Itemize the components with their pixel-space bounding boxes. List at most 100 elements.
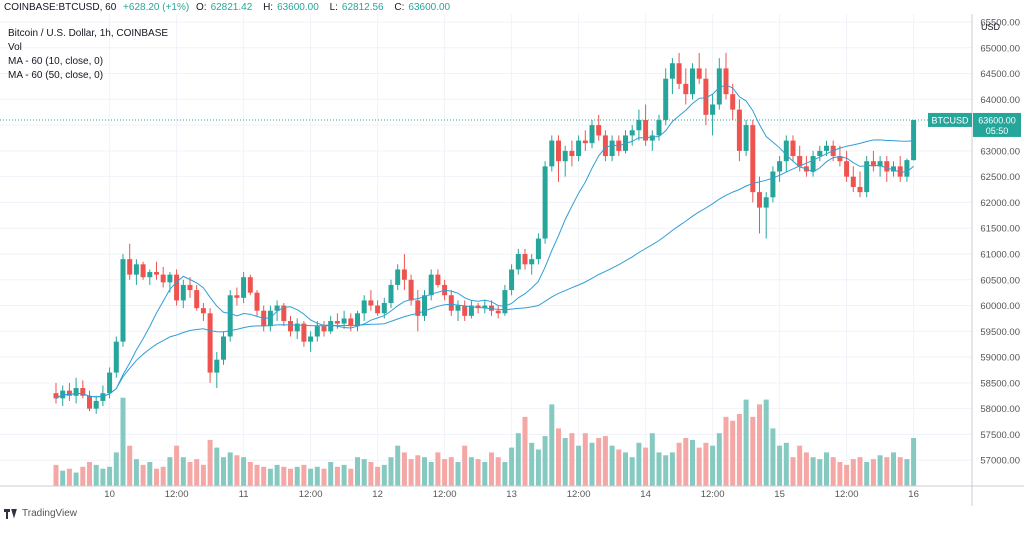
open-label: O: 62821.42	[196, 2, 253, 13]
candle-body	[515, 254, 521, 270]
candle-body	[489, 305, 494, 311]
volume-bar	[100, 468, 106, 486]
axes: 57000.00 57500.00 58000.00 58500.00 59000.00…	[0, 14, 1024, 506]
x-tick-label: 12:00	[701, 489, 725, 500]
volume-bar	[66, 468, 72, 486]
volume-bar	[716, 433, 722, 486]
volume-bar	[468, 457, 474, 486]
candle-body	[288, 321, 293, 332]
volume-bar	[569, 433, 575, 486]
volume-bar	[542, 436, 548, 486]
volume-bar	[891, 452, 896, 486]
candle-body	[120, 259, 126, 342]
volume-bar	[562, 438, 568, 486]
volume-bar	[897, 457, 903, 486]
x-tick-label: 13	[506, 489, 517, 500]
candle-body	[629, 130, 635, 136]
candle-body	[241, 277, 247, 298]
change-value: +628.20 (+1%)	[123, 2, 190, 13]
volume-bar	[53, 464, 59, 486]
volume-bar	[877, 455, 883, 486]
currency-label: USD	[981, 22, 1001, 32]
volume-bar	[643, 447, 649, 486]
candle-body	[53, 393, 59, 399]
candle-body	[649, 135, 655, 141]
candle-body	[321, 326, 327, 332]
volume-bar	[783, 442, 789, 486]
candle-body	[770, 171, 776, 198]
candle-body	[783, 140, 789, 162]
candle-body	[716, 68, 722, 105]
high-label: H: 63600.00	[263, 2, 319, 13]
volume-bar	[267, 468, 273, 486]
candle-body	[468, 305, 474, 316]
volume-bar	[582, 433, 588, 486]
volume-bar	[830, 457, 836, 486]
volume-bar	[281, 466, 287, 486]
volume-bar	[770, 428, 776, 486]
y-tick-label: 63000.00	[980, 146, 1020, 157]
volume-bar	[824, 452, 829, 486]
volume-bar	[690, 439, 695, 486]
volume-bar	[274, 464, 280, 486]
legend-ma-10[interactable]: MA - 60 (10, close, 0)	[8, 56, 104, 67]
x-tick-label: 14	[640, 489, 651, 500]
y-tick-label: 62000.00	[980, 198, 1020, 209]
candle-body	[93, 400, 99, 409]
candle-body	[797, 156, 803, 167]
candle-body	[810, 156, 816, 172]
volume-bar	[676, 442, 682, 486]
volume-bar	[482, 462, 488, 486]
symbol-tag-label: BTCUSD	[931, 115, 969, 125]
candle-body	[602, 135, 608, 157]
volume-bar	[596, 438, 602, 486]
candle-body	[569, 150, 575, 157]
volume-bar	[334, 466, 340, 486]
y-tick-label: 58500.00	[980, 378, 1020, 389]
volume-bar	[649, 433, 655, 486]
volume-bar	[93, 464, 99, 486]
candle-body	[509, 269, 515, 291]
y-tick-label: 61500.00	[980, 224, 1020, 235]
candle-body	[408, 279, 414, 301]
legend-ma-50[interactable]: MA - 60 (50, close, 0)	[8, 70, 104, 81]
candle-body	[837, 156, 843, 162]
ma-10-line	[55, 84, 914, 399]
legend-volume[interactable]: Vol	[8, 42, 22, 53]
candle-body	[703, 78, 709, 115]
x-tick-label: 12:00	[835, 489, 859, 500]
candle-body	[368, 300, 374, 306]
candle-body	[267, 310, 273, 327]
candle-body	[455, 305, 461, 311]
volume-bar	[509, 447, 515, 486]
volume-bar	[200, 464, 206, 486]
volume-bar	[80, 466, 86, 486]
volume-bar	[321, 468, 327, 486]
volume-bar	[502, 462, 508, 486]
candle-body	[582, 140, 588, 144]
volume-bar	[73, 472, 79, 486]
candle-body	[529, 259, 535, 265]
volume-bar	[703, 442, 709, 486]
chart-title: Bitcoin / U.S. Dollar, 1h, COINBASE	[8, 28, 169, 39]
volume-bar	[341, 464, 347, 486]
volume-bar	[515, 433, 521, 486]
volume-bar	[241, 457, 247, 486]
volume-bar	[495, 457, 501, 486]
volume-bar	[870, 459, 876, 486]
candle-body	[160, 274, 166, 283]
volume-bar	[207, 439, 213, 486]
footer-brand[interactable]: TradingView	[4, 508, 77, 519]
volume-bar	[254, 464, 260, 486]
volume-bar	[629, 457, 635, 486]
volume-bar	[763, 399, 769, 486]
volume-bar	[736, 414, 742, 486]
candle-body	[723, 68, 729, 95]
candle-body	[763, 197, 769, 208]
candle-body	[743, 125, 749, 151]
volume-bar	[844, 464, 850, 486]
volume-bars	[53, 397, 917, 486]
volume-bar	[120, 397, 126, 486]
